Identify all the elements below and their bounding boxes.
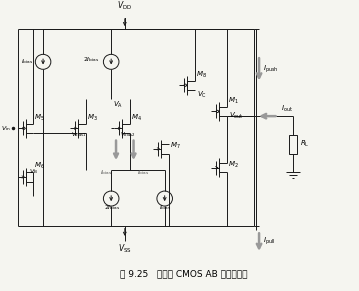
Text: $V_{\rm C}$: $V_{\rm C}$ bbox=[197, 90, 207, 100]
Text: $M_1$: $M_1$ bbox=[228, 96, 239, 106]
Text: $V_{\rm out}$: $V_{\rm out}$ bbox=[229, 111, 244, 121]
Text: $V_{\rm in}$: $V_{\rm in}$ bbox=[1, 124, 11, 133]
Text: $2I_{\rm bias}$: $2I_{\rm bias}$ bbox=[83, 56, 99, 64]
Text: $M_4$: $M_4$ bbox=[131, 113, 141, 123]
Text: $M_2$: $M_2$ bbox=[228, 159, 239, 170]
Text: $R_{\rm L}$: $R_{\rm L}$ bbox=[300, 139, 309, 149]
Text: $M_8$: $M_8$ bbox=[196, 70, 207, 80]
Text: $V_{\rm A}$: $V_{\rm A}$ bbox=[113, 100, 123, 110]
Text: $M_5$: $M_5$ bbox=[34, 113, 45, 123]
Text: $I_{\rm bias}$: $I_{\rm bias}$ bbox=[21, 57, 33, 66]
Text: $V_{\rm SS}$: $V_{\rm SS}$ bbox=[118, 243, 132, 255]
Text: $I_{\rm bias}$: $I_{\rm bias}$ bbox=[159, 203, 172, 212]
Text: $I_{\rm push}$: $I_{\rm push}$ bbox=[263, 63, 279, 75]
Text: $M_7$: $M_7$ bbox=[169, 141, 180, 151]
Text: $I_{\rm bias}$: $I_{\rm bias}$ bbox=[137, 168, 150, 177]
Text: $V_{\rm bias1}$: $V_{\rm bias1}$ bbox=[71, 130, 87, 139]
Text: $V_{\rm bias2}$: $V_{\rm bias2}$ bbox=[120, 130, 136, 139]
Text: $I_{\rm out}$: $I_{\rm out}$ bbox=[281, 104, 293, 114]
Text: $2I_{\rm bias}$: $2I_{\rm bias}$ bbox=[104, 203, 120, 212]
Text: 图 9.25   实际的 CMOS AB 级输出电路: 图 9.25 实际的 CMOS AB 级输出电路 bbox=[120, 269, 248, 278]
Text: $V_{\rm DD}$: $V_{\rm DD}$ bbox=[117, 0, 132, 12]
Text: $I_{\rm pull}$: $I_{\rm pull}$ bbox=[263, 236, 276, 247]
Text: $I_{\rm bias}$: $I_{\rm bias}$ bbox=[99, 168, 112, 177]
Text: $M_3$: $M_3$ bbox=[87, 113, 98, 123]
Text: $V_{\rm B}$: $V_{\rm B}$ bbox=[29, 167, 38, 176]
Text: $M_6$: $M_6$ bbox=[34, 161, 45, 171]
Bar bbox=[289, 135, 298, 154]
